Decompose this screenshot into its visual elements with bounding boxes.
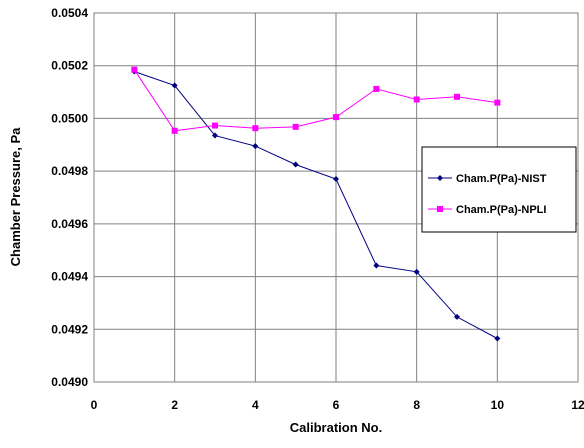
data-point-cham-p-pa-npli (454, 93, 460, 100)
data-point-cham-p-pa-nist (333, 176, 339, 183)
data-point-cham-p-pa-nist (373, 262, 380, 269)
y-tick-label: 0.0494 (51, 270, 88, 284)
plot-border (93, 12, 579, 383)
x-tick-label: 0 (91, 398, 98, 412)
y-axis-title: Chamber Pressure, Pa (8, 127, 23, 267)
y-tick-label: 0.0498 (51, 164, 88, 178)
data-point-cham-p-pa-nist (212, 132, 218, 139)
data-point-cham-p-pa-nist (413, 268, 420, 275)
series-line-cham-p-pa-nist (134, 71, 498, 339)
data-point-cham-p-pa-npli (131, 66, 138, 73)
y-tick-label: 0.0490 (51, 375, 88, 389)
legend: Cham.P(Pa)-NIST Cham.P(Pa)-NPLI (421, 146, 577, 233)
y-tick-label: 0.0500 (51, 111, 88, 125)
x-axis-title: Calibration No. (290, 420, 382, 435)
data-point-cham-p-pa-npli (373, 85, 380, 92)
data-point-cham-p-pa-npli (252, 125, 259, 132)
legend-marker-npli (437, 206, 443, 212)
y-tick-label: 0.0502 (51, 59, 88, 73)
y-tick-label: 0.0504 (51, 6, 88, 20)
data-point-cham-p-pa-nist (252, 143, 259, 150)
data-point-cham-p-pa-npli (292, 123, 299, 130)
series-line-cham-p-pa-npli (133, 69, 498, 132)
data-point-cham-p-pa-nist (292, 161, 299, 168)
tick-labels: 0.0490 0.0492 0.0494 0.0496 0.0498 0.0500 0.05… (51, 6, 584, 412)
data-point-cham-p-pa-nist (454, 313, 460, 320)
data-point-cham-p-pa-nist (171, 82, 178, 89)
data-point-cham-p-pa-npli (494, 99, 501, 106)
data-point-cham-p-pa-npli (212, 122, 218, 129)
x-tick-label: 12 (571, 398, 584, 412)
data-point-cham-p-pa-npli (333, 114, 339, 121)
y-tick-label: 0.0496 (51, 217, 88, 231)
legend-label-npli: Cham.P(Pa)-NPLI (456, 204, 546, 216)
data-point-cham-p-pa-npli (413, 96, 420, 103)
data-point-cham-p-pa-nist (494, 335, 501, 342)
legend-marker-nist (437, 175, 443, 181)
x-tick-label: 4 (252, 398, 259, 412)
x-tick-label: 2 (171, 398, 178, 412)
x-tick-label: 8 (413, 398, 420, 412)
legend-label-nist: Cham.P(Pa)-NIST (456, 173, 547, 185)
series-layer (131, 66, 501, 342)
y-tick-label: 0.0492 (51, 322, 88, 336)
x-tick-label: 10 (491, 398, 505, 412)
data-point-cham-p-pa-npli (171, 127, 178, 134)
legend-box (421, 146, 577, 233)
x-tick-label: 6 (333, 398, 340, 412)
